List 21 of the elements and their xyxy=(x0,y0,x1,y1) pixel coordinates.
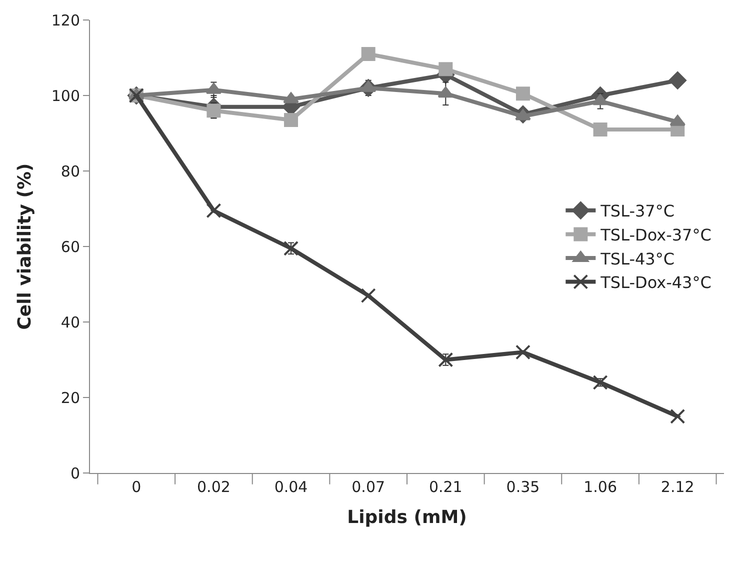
y-axis-title: Cell viability (%) xyxy=(14,163,36,330)
x-tick-label: 0.04 xyxy=(274,478,308,496)
legend-label: TSL-Dox-43°C xyxy=(600,273,712,292)
y-tick-label: 100 xyxy=(51,86,80,105)
legend-label: TSL-Dox-37°C xyxy=(600,225,712,244)
x-tick-label: 0.21 xyxy=(428,478,462,496)
x-tick-label: 0.07 xyxy=(352,478,386,496)
y-tick-label: 40 xyxy=(60,313,80,332)
y-tick-label: 120 xyxy=(51,11,80,30)
x-tick-label: 1.06 xyxy=(584,478,617,496)
legend-label: TSL-43°C xyxy=(600,249,675,268)
y-tick-label: 60 xyxy=(60,238,80,256)
x-tick-label: 2.12 xyxy=(660,478,694,496)
y-tick-label: 20 xyxy=(60,388,80,407)
y-tick-label: 0 xyxy=(70,464,80,482)
x-tick-label: 0 xyxy=(132,478,142,496)
y-tick-label: 80 xyxy=(60,162,80,180)
x-tick-label: 0.35 xyxy=(506,478,540,496)
legend-label: TSL-37°C xyxy=(600,202,675,221)
x-axis-title: Lipids (mM) xyxy=(347,507,467,528)
x-tick-label: 0.02 xyxy=(197,478,230,496)
